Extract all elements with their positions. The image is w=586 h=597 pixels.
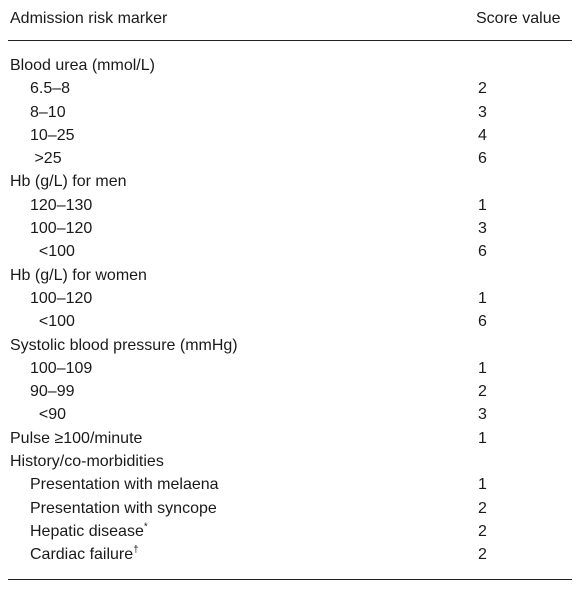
score-value: 6 [478, 147, 487, 170]
risk-marker-label: 100–120 [30, 217, 92, 240]
table-row: <90 3 [0, 403, 586, 426]
table-row-group: Blood urea (mmol/L) [0, 54, 586, 77]
risk-marker-text: Blood urea (mmol/L) [10, 57, 155, 74]
footnote-mark: * [144, 522, 148, 533]
table-body: Blood urea (mmol/L) 6.5–8 2 8–10 3 10–25 4 >25… [0, 54, 586, 567]
header-rule [8, 40, 572, 41]
risk-marker-label: 100–120 [30, 287, 92, 310]
score-value: 1 [478, 357, 487, 380]
risk-marker-text: 100–109 [30, 360, 92, 377]
risk-marker-text: Hepatic disease [30, 523, 144, 540]
risk-marker-label: Presentation with syncope [30, 497, 217, 520]
risk-marker-text: Hb (g/L) for men [10, 173, 126, 190]
risk-marker-text: 100–120 [30, 290, 92, 307]
risk-marker-text: <100 [30, 313, 75, 330]
risk-marker-label: Pulse ≥100/minute [10, 427, 142, 450]
table-row: Cardiac failure† 2 [0, 543, 586, 566]
table-row: Hepatic disease* 2 [0, 520, 586, 543]
table-row-group: Hb (g/L) for men [0, 170, 586, 193]
risk-marker-text: Presentation with syncope [30, 500, 217, 517]
score-value: 3 [478, 217, 487, 240]
risk-marker-text: Cardiac failure [30, 546, 133, 563]
score-value: 1 [478, 427, 487, 450]
risk-marker-text: 6.5–8 [30, 80, 70, 97]
risk-marker-label: 90–99 [30, 380, 75, 403]
risk-marker-text: 10–25 [30, 127, 75, 144]
score-value: 6 [478, 310, 487, 333]
table-row: <100 6 [0, 310, 586, 333]
risk-marker-label: 10–25 [30, 124, 75, 147]
risk-marker-label: <100 [30, 240, 75, 263]
table-row: 120–130 1 [0, 194, 586, 217]
risk-marker-label: Hepatic disease* [30, 520, 148, 543]
risk-marker-text: History/co-morbidities [10, 453, 164, 470]
risk-marker-label: 8–10 [30, 101, 66, 124]
risk-marker-text: <90 [30, 406, 66, 423]
risk-marker-text: Hb (g/L) for women [10, 267, 147, 284]
table-row: 6.5–8 2 [0, 77, 586, 100]
risk-marker-text: 100–120 [30, 220, 92, 237]
footnote-mark: † [133, 545, 139, 556]
risk-marker-label: Blood urea (mmol/L) [10, 54, 155, 77]
table-row: 90–99 2 [0, 380, 586, 403]
risk-marker-label: <100 [30, 310, 75, 333]
risk-marker-label: 120–130 [30, 194, 92, 217]
risk-marker-label: Systolic blood pressure (mmHg) [10, 334, 238, 357]
score-value: 2 [478, 380, 487, 403]
table-row-group: Systolic blood pressure (mmHg) [0, 334, 586, 357]
risk-marker-text: <100 [30, 243, 75, 260]
risk-marker-label: >25 [30, 147, 62, 170]
score-value: 2 [478, 543, 487, 566]
risk-marker-text: Systolic blood pressure (mmHg) [10, 337, 238, 354]
risk-marker-label: <90 [30, 403, 66, 426]
score-value: 2 [478, 520, 487, 543]
risk-marker-text: 90–99 [30, 383, 75, 400]
table-row: Presentation with syncope 2 [0, 497, 586, 520]
risk-marker-text: Presentation with melaena [30, 476, 219, 493]
table-row: 100–120 1 [0, 287, 586, 310]
table-row-group: History/co-morbidities [0, 450, 586, 473]
table-row: 100–109 1 [0, 357, 586, 380]
bottom-rule [8, 579, 572, 580]
risk-marker-label: Presentation with melaena [30, 473, 219, 496]
score-value: 6 [478, 240, 487, 263]
risk-marker-label: History/co-morbidities [10, 450, 164, 473]
risk-marker-text: 120–130 [30, 197, 92, 214]
table-row: 10–25 4 [0, 124, 586, 147]
score-value: 2 [478, 77, 487, 100]
score-value: 2 [478, 497, 487, 520]
risk-marker-text: Pulse ≥100/minute [10, 430, 142, 447]
table-row-group: Pulse ≥100/minute 1 [0, 427, 586, 450]
table-row: 100–120 3 [0, 217, 586, 240]
column-header-score: Score value [476, 9, 561, 29]
risk-marker-label: Hb (g/L) for women [10, 264, 147, 287]
risk-marker-label: 100–109 [30, 357, 92, 380]
table-row-group: Hb (g/L) for women [0, 264, 586, 287]
score-value: 4 [478, 124, 487, 147]
score-value: 1 [478, 287, 487, 310]
table-row: <100 6 [0, 240, 586, 263]
table-row: Presentation with melaena 1 [0, 473, 586, 496]
score-value: 3 [478, 403, 487, 426]
column-header-marker: Admission risk marker [10, 9, 167, 29]
risk-marker-label: 6.5–8 [30, 77, 70, 100]
score-value: 3 [478, 101, 487, 124]
table-row: >25 6 [0, 147, 586, 170]
table-row: 8–10 3 [0, 101, 586, 124]
risk-marker-label: Hb (g/L) for men [10, 170, 126, 193]
score-value: 1 [478, 194, 487, 217]
risk-marker-text: 8–10 [30, 104, 66, 121]
score-value: 1 [478, 473, 487, 496]
risk-marker-text: >25 [30, 150, 62, 167]
risk-marker-label: Cardiac failure† [30, 543, 139, 566]
